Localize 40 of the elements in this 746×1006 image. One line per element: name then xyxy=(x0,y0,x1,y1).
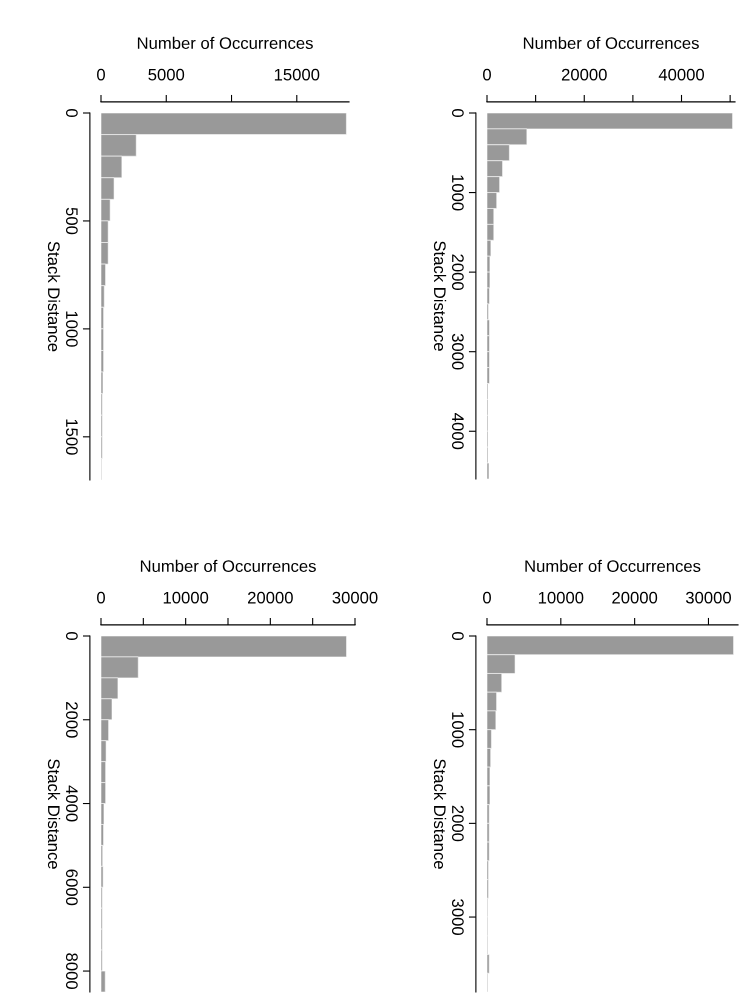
y-axis-title: Stack Distance xyxy=(433,759,447,869)
y-tick-label: 3000 xyxy=(451,333,464,370)
x-axis-title: Number of Occurrences xyxy=(140,559,316,573)
y-tick-label: 2000 xyxy=(65,702,78,738)
x-tick-label: 0 xyxy=(483,68,491,81)
y-tick-label: 1000 xyxy=(451,175,464,211)
x-tick-label: 5000 xyxy=(148,68,185,81)
x-tick-label: 10000 xyxy=(538,591,584,604)
x-axis-title: Number of Occurrences xyxy=(137,36,313,50)
y-tick-label: 1500 xyxy=(65,419,78,455)
y-tick-label: 500 xyxy=(65,207,78,235)
y-tick-label: 2000 xyxy=(451,254,464,291)
x-tick-label: 20000 xyxy=(561,68,607,81)
x-tick-label: 40000 xyxy=(658,68,705,81)
x-tick-label: 10000 xyxy=(163,591,209,604)
y-tick-label: 8000 xyxy=(65,953,78,989)
y-tick-label: 0 xyxy=(451,632,464,640)
y-tick-label: 3000 xyxy=(451,899,464,935)
y-axis-title: Stack Distance xyxy=(47,241,61,352)
x-tick-label: 30000 xyxy=(332,591,378,604)
y-axis-title: Stack Distance xyxy=(47,759,61,869)
x-tick-label: 0 xyxy=(483,591,491,604)
x-tick-label: 15000 xyxy=(274,68,320,81)
y-tick-label: 1000 xyxy=(451,712,464,748)
y-tick-label: 1000 xyxy=(65,311,78,347)
x-tick-label: 30000 xyxy=(685,591,731,604)
y-tick-label: 0 xyxy=(65,632,78,640)
x-tick-label: 20000 xyxy=(248,591,293,604)
x-tick-label: 0 xyxy=(97,591,105,604)
y-axis-title: Stack Distance xyxy=(433,241,447,351)
y-tick-label: 4000 xyxy=(65,785,78,822)
x-axis-title: Number of Occurrences xyxy=(525,559,701,573)
x-tick-label: 20000 xyxy=(612,591,658,604)
y-tick-label: 2000 xyxy=(451,805,464,842)
y-tick-label: 0 xyxy=(451,109,464,117)
y-tick-label: 6000 xyxy=(65,869,78,906)
y-tick-label: 4000 xyxy=(451,413,464,450)
y-tick-label: 0 xyxy=(65,109,78,117)
x-axis-title: Number of Occurrences xyxy=(523,36,699,50)
x-tick-label: 0 xyxy=(97,68,105,81)
